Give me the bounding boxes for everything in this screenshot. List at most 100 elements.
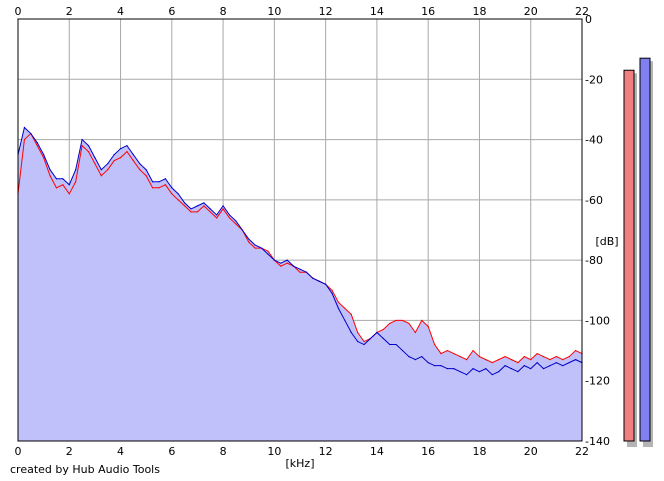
data-point [126, 151, 128, 153]
data-point [132, 154, 134, 156]
data-point [466, 374, 468, 376]
x-tick-label-bottom: 18 [472, 445, 486, 458]
data-point [151, 187, 154, 189]
data-point [485, 359, 487, 361]
data-point [43, 154, 45, 156]
data-point [171, 193, 173, 195]
data-point [433, 365, 436, 367]
data-point [574, 359, 577, 361]
y-tick-label: -60 [585, 194, 603, 207]
data-point [248, 238, 250, 240]
data-point [100, 175, 102, 177]
data-point [36, 145, 38, 147]
data-point [491, 362, 493, 364]
data-point [222, 208, 224, 210]
data-point [260, 247, 263, 249]
x-tick-label-top: 8 [220, 5, 227, 18]
data-point [68, 184, 70, 186]
data-point [401, 319, 404, 322]
data-point [427, 325, 429, 328]
data-point [177, 199, 179, 201]
data-point [562, 365, 564, 367]
data-point [542, 356, 545, 358]
data-point [94, 157, 96, 159]
data-point [184, 202, 186, 204]
data-point [248, 241, 250, 243]
data-point [568, 356, 570, 358]
data-point [363, 340, 365, 343]
data-point [209, 208, 211, 210]
data-point [523, 365, 525, 367]
data-point [523, 356, 525, 358]
data-point [498, 359, 500, 361]
x-axis-top: 0 2 4 6 8 10 12 14 16 18 20 22 [15, 5, 590, 18]
data-point [87, 151, 90, 153]
data-point [305, 271, 308, 273]
data-point [164, 178, 167, 180]
data-point [421, 356, 423, 358]
x-tick-label-bottom: 20 [524, 445, 538, 458]
data-point [241, 229, 243, 231]
data-point [216, 214, 218, 216]
data-point [472, 349, 474, 352]
data-point [510, 359, 513, 361]
data-point [267, 250, 269, 252]
data-point [337, 307, 340, 309]
data-point [228, 217, 231, 219]
data-point [337, 301, 340, 303]
data-point [382, 337, 384, 340]
data-point [119, 148, 122, 150]
data-point [132, 160, 134, 162]
data-point [107, 169, 109, 171]
data-point [446, 368, 449, 370]
data-point [75, 181, 77, 183]
data-point [369, 337, 372, 340]
y-tick-label: -100 [585, 314, 610, 327]
data-point [158, 187, 160, 189]
y-axis-label: [dB] [595, 235, 618, 248]
data-point [382, 328, 384, 331]
x-tick-label-bottom: 16 [421, 445, 435, 458]
data-point [235, 220, 237, 222]
data-point [433, 343, 436, 346]
data-point [491, 374, 493, 376]
x-tick-label-top: 4 [117, 5, 124, 18]
series-lines [17, 126, 583, 376]
data-point [466, 359, 468, 361]
x-tick-label-top: 18 [472, 5, 486, 18]
data-point [209, 211, 211, 213]
data-point [55, 187, 58, 189]
data-point [408, 356, 410, 358]
data-point [62, 184, 64, 186]
data-point [49, 169, 51, 171]
data-point [184, 205, 186, 207]
data-point [331, 289, 333, 291]
data-point [68, 193, 70, 195]
data-point [100, 169, 102, 171]
data-point [292, 265, 295, 267]
data-point [440, 352, 442, 355]
data-point [139, 163, 141, 165]
data-point [440, 365, 442, 367]
x-tick-label-top: 2 [66, 5, 73, 18]
data-point [453, 368, 455, 370]
x-tick-label-top: 6 [168, 5, 175, 18]
data-point [344, 319, 346, 322]
data-point [408, 322, 410, 325]
data-point [427, 362, 429, 364]
data-point [254, 244, 256, 246]
x-axis-bottom: 0 2 4 6 8 10 12 14 16 18 20 22 [15, 445, 590, 458]
data-point [81, 145, 83, 147]
data-point [536, 362, 538, 364]
y-tick-label: -120 [585, 375, 610, 388]
data-point [273, 259, 275, 261]
data-point [498, 371, 500, 373]
data-point [203, 205, 205, 207]
data-point [139, 169, 141, 171]
x-tick-label-bottom: 12 [319, 445, 333, 458]
data-point [196, 205, 199, 207]
data-point [107, 163, 109, 165]
data-point [36, 141, 38, 144]
data-point [562, 359, 564, 361]
data-point [549, 359, 551, 361]
